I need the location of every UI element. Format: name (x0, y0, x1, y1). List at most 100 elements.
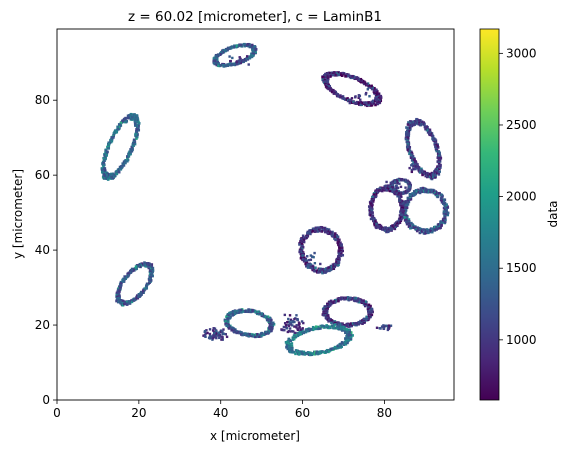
heatmap-pixel (239, 311, 242, 314)
heatmap-pixel (118, 165, 122, 169)
heatmap-pixel (269, 320, 272, 323)
heatmap-pixel (346, 322, 350, 326)
heatmap-pixel (208, 334, 212, 337)
heatmap-pixel (320, 230, 324, 233)
heatmap-pixel (316, 352, 320, 355)
heatmap-pixel (435, 194, 439, 198)
heatmap-pixel (221, 338, 224, 341)
heatmap-pixel (373, 89, 376, 92)
heatmap-pixel (398, 191, 401, 195)
heatmap-pixel (134, 265, 138, 268)
heatmap-pixel (339, 297, 343, 301)
heatmap-pixel (332, 71, 336, 74)
heatmap-pixel (375, 95, 378, 99)
heatmap-pixel (399, 203, 402, 207)
heatmap-pixel (119, 121, 123, 125)
heatmap-pixel (332, 267, 336, 271)
heatmap-pixel (408, 120, 412, 123)
heatmap-pixel (140, 293, 143, 296)
heatmap-pixel (434, 192, 437, 196)
heatmap-pixel (336, 241, 340, 245)
colorbar-strip (479, 28, 500, 401)
heatmap-pixel (291, 338, 295, 341)
heatmap-pixel (369, 311, 372, 314)
heatmap-pixel (412, 190, 416, 193)
heatmap-pixel (405, 134, 408, 138)
heatmap-pixel (106, 178, 110, 181)
heatmap-pixel (337, 240, 340, 243)
heatmap-pixel (408, 198, 412, 201)
heatmap-pixel (431, 137, 434, 140)
heatmap-pixel (283, 328, 286, 332)
heatmap-pixel (269, 326, 272, 330)
heatmap-pixel (301, 254, 304, 257)
heatmap-pixel (289, 318, 293, 321)
heatmap-pixel (390, 228, 393, 231)
heatmap-pixel (134, 132, 137, 136)
heatmap-pixel (296, 327, 299, 330)
heatmap-pixel (225, 335, 229, 339)
heatmap-pixel (355, 299, 359, 303)
heatmap-pixel (375, 226, 378, 230)
heatmap-pixel (316, 269, 319, 272)
heatmap-pixel (354, 296, 357, 300)
heatmap-pixel (289, 330, 292, 333)
heatmap-pixel (361, 101, 365, 105)
heatmap-pixel (391, 190, 395, 193)
heatmap-pixel (323, 230, 327, 234)
heatmap-pixel (235, 331, 239, 335)
heatmap-pixel (245, 56, 249, 60)
heatmap-pixel (408, 185, 411, 189)
heatmap-pixel (320, 268, 323, 271)
heatmap-pixel (293, 325, 296, 328)
heatmap-pixel (309, 232, 312, 236)
heatmap-pixel (339, 94, 342, 97)
chart-title: z = 60.02 [micrometer], c = LaminB1 (128, 9, 382, 25)
heatmap-pixel (329, 264, 333, 268)
heatmap-pixel (393, 190, 396, 194)
heatmap-pixel (338, 258, 341, 261)
heatmap-pixel (325, 348, 329, 352)
heatmap-pixel (405, 220, 409, 224)
heatmap-pixel (136, 116, 139, 120)
heatmap-pixel (351, 334, 354, 337)
heatmap-pixel (325, 324, 328, 328)
heatmap-pixel (330, 321, 333, 325)
heatmap-pixel (123, 275, 127, 278)
heatmap-pixel (375, 88, 378, 92)
heatmap-pixel (102, 165, 105, 168)
heatmap-pixel (406, 123, 410, 126)
heatmap-pixel (414, 167, 417, 171)
heatmap-pixel (331, 90, 334, 94)
heatmap-pixel (405, 130, 408, 134)
heatmap-pixel (415, 228, 419, 231)
heatmap-pixel (122, 164, 126, 167)
heatmap-pixel (131, 147, 134, 150)
heatmap-pixel (333, 301, 337, 304)
heatmap-pixel (311, 255, 314, 258)
heatmap-pixel (225, 315, 228, 319)
heatmap-pixel (393, 192, 396, 196)
heatmap-pixel (372, 99, 375, 103)
heatmap-pixel (253, 45, 257, 48)
heatmap-pixel (427, 228, 431, 232)
heatmap-pixel (217, 331, 221, 334)
heatmap-pixel (363, 319, 367, 323)
heatmap-pixel (365, 315, 369, 319)
heatmap-pixel (340, 341, 344, 344)
heatmap-pixel (440, 223, 443, 226)
heatmap-pixel (241, 333, 244, 337)
heatmap-pixel (124, 120, 127, 123)
heatmap-pixel (442, 212, 446, 215)
heatmap-pixel (370, 198, 374, 201)
heatmap-pixel (313, 261, 317, 265)
heatmap-pixel (252, 335, 256, 338)
heatmap-pixel (434, 225, 438, 229)
heatmap-pixel (402, 204, 406, 208)
heatmap-pixel (249, 54, 253, 58)
heatmap-pixel (385, 189, 388, 192)
heatmap-pixel (109, 172, 113, 176)
heatmap-pixel (203, 330, 206, 334)
heatmap-pixel (396, 181, 399, 185)
heatmap-pixel (412, 158, 416, 162)
